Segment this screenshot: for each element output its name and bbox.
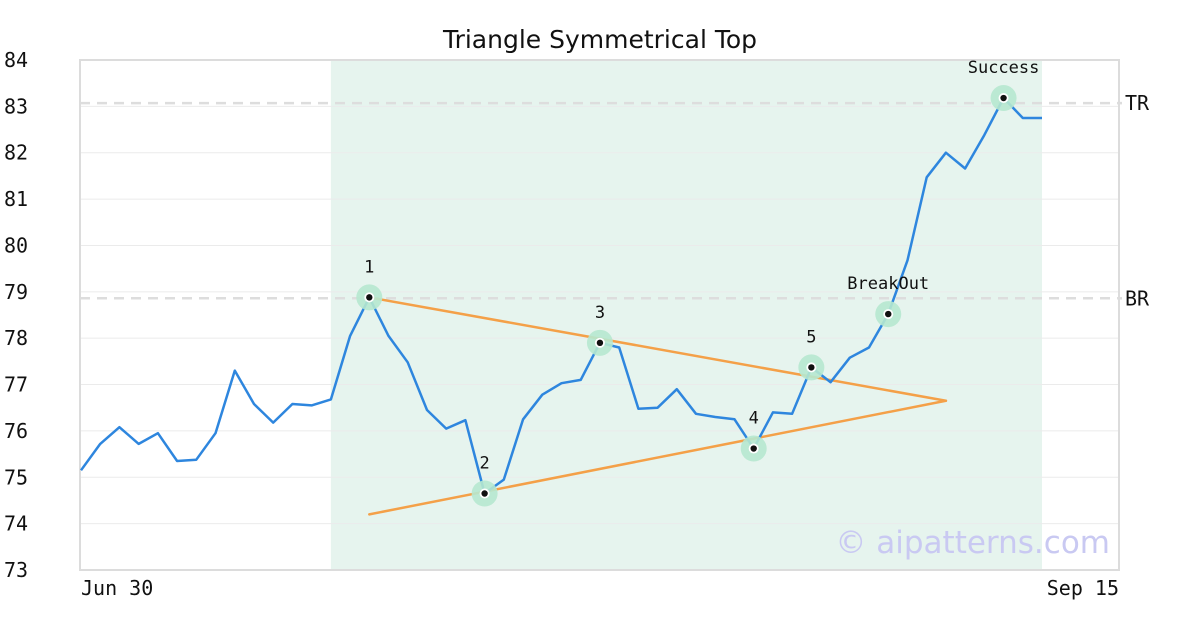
trendline bbox=[368, 296, 948, 403]
y-tick-label: 76 bbox=[4, 419, 28, 443]
y-tick-label: 82 bbox=[4, 141, 28, 165]
pattern-point bbox=[366, 294, 373, 301]
y-tick-label: 81 bbox=[4, 187, 28, 211]
pattern-highlight-region bbox=[330, 61, 1042, 569]
x-tick-label: Jun 30 bbox=[81, 576, 153, 600]
pattern-point bbox=[808, 364, 815, 371]
highlight-region-layer bbox=[330, 61, 1042, 569]
pattern-point-layer bbox=[356, 85, 1017, 507]
y-tick-label: 79 bbox=[4, 280, 28, 304]
y-tick-label: 84 bbox=[4, 48, 28, 72]
y-tick-label: 80 bbox=[4, 233, 28, 257]
chart-title: Triangle Symmetrical Top bbox=[442, 25, 757, 54]
x-tick-label: Sep 15 bbox=[1047, 576, 1119, 600]
y-tick-label: 77 bbox=[4, 373, 28, 397]
pattern-point-label: BreakOut bbox=[847, 274, 929, 294]
label-layer: 73 74 75 76 77 78 79 80 81 82 83 84 Jun 30 Sep 15 TR BR… bbox=[4, 48, 1150, 600]
pattern-point bbox=[596, 339, 604, 347]
y-tick-label: 83 bbox=[4, 94, 28, 118]
pattern-point-label: Success bbox=[968, 58, 1040, 78]
plot-frame bbox=[79, 59, 1120, 571]
pattern-point-label: 3 bbox=[595, 303, 605, 323]
reference-line-label: TR bbox=[1125, 91, 1150, 115]
reference-line-label: BR bbox=[1125, 286, 1150, 310]
pattern-point-label: 4 bbox=[749, 409, 759, 429]
pattern-point bbox=[750, 445, 757, 452]
pattern-point-label: 1 bbox=[364, 257, 374, 277]
watermark: © aipatterns.com bbox=[835, 525, 1110, 561]
y-tick-label: 78 bbox=[4, 326, 28, 350]
trendline-layer bbox=[368, 296, 948, 516]
pattern-point bbox=[1000, 94, 1007, 102]
y-tick-label: 75 bbox=[4, 465, 28, 489]
y-tick-label: 73 bbox=[4, 558, 28, 582]
pattern-point-label: 2 bbox=[479, 454, 489, 474]
y-tick-label: 74 bbox=[4, 512, 28, 536]
pattern-point-label: 5 bbox=[806, 327, 816, 347]
pattern-point bbox=[481, 490, 488, 497]
pattern-point bbox=[885, 310, 892, 318]
trendline bbox=[368, 399, 948, 516]
